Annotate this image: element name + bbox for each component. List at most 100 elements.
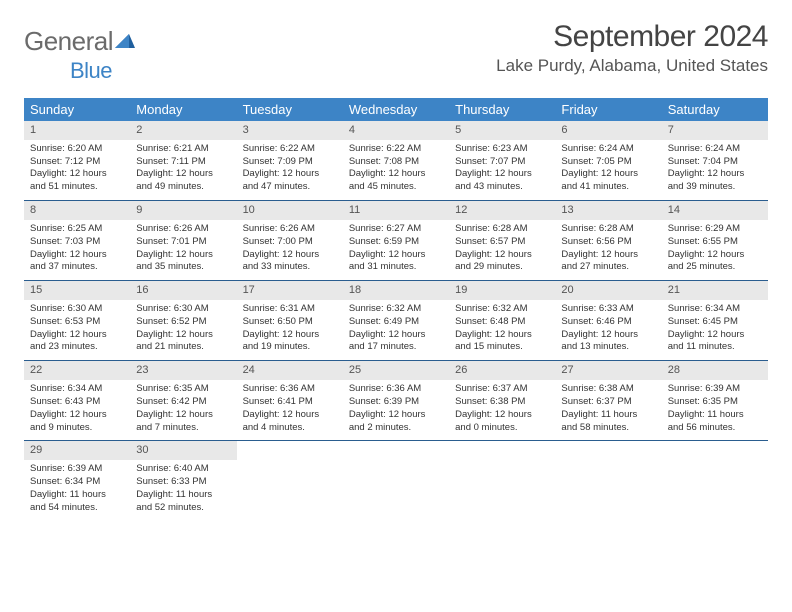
sunrise-line: Sunrise: 6:22 AM [243, 143, 337, 156]
daylight-line: Daylight: 12 hours and 33 minutes. [243, 249, 337, 275]
sunrise-line: Sunrise: 6:37 AM [455, 383, 549, 396]
sunset-line: Sunset: 6:41 PM [243, 396, 337, 409]
sunrise-line: Sunrise: 6:29 AM [668, 223, 762, 236]
daylight-line: Daylight: 12 hours and 51 minutes. [30, 168, 124, 194]
day-header: Thursday [449, 98, 555, 121]
day-number: 6 [555, 121, 661, 140]
day-cell: 9Sunrise: 6:26 AMSunset: 7:01 PMDaylight… [130, 201, 236, 280]
sunset-line: Sunset: 6:39 PM [349, 396, 443, 409]
day-number: 12 [449, 201, 555, 220]
daylight-line: Daylight: 12 hours and 7 minutes. [136, 409, 230, 435]
sunset-line: Sunset: 6:37 PM [561, 396, 655, 409]
daylight-line: Daylight: 12 hours and 23 minutes. [30, 329, 124, 355]
day-number: 23 [130, 361, 236, 380]
day-cell: 10Sunrise: 6:26 AMSunset: 7:00 PMDayligh… [237, 201, 343, 280]
sunset-line: Sunset: 7:12 PM [30, 156, 124, 169]
sunrise-line: Sunrise: 6:27 AM [349, 223, 443, 236]
sunset-line: Sunset: 6:43 PM [30, 396, 124, 409]
daylight-line: Daylight: 12 hours and 43 minutes. [455, 168, 549, 194]
week-row: 1Sunrise: 6:20 AMSunset: 7:12 PMDaylight… [24, 121, 768, 201]
day-header: Sunday [24, 98, 130, 121]
day-number: 25 [343, 361, 449, 380]
empty-cell [343, 441, 449, 520]
sunrise-line: Sunrise: 6:33 AM [561, 303, 655, 316]
sunset-line: Sunset: 6:52 PM [136, 316, 230, 329]
day-header: Monday [130, 98, 236, 121]
sunrise-line: Sunrise: 6:32 AM [455, 303, 549, 316]
day-number: 26 [449, 361, 555, 380]
logo-text-gray: General [24, 26, 113, 57]
day-cell: 21Sunrise: 6:34 AMSunset: 6:45 PMDayligh… [662, 281, 768, 360]
day-cell: 19Sunrise: 6:32 AMSunset: 6:48 PMDayligh… [449, 281, 555, 360]
day-number: 18 [343, 281, 449, 300]
sunrise-line: Sunrise: 6:34 AM [30, 383, 124, 396]
title-block: September 2024 Lake Purdy, Alabama, Unit… [496, 20, 768, 76]
sunset-line: Sunset: 7:11 PM [136, 156, 230, 169]
daylight-line: Daylight: 11 hours and 58 minutes. [561, 409, 655, 435]
day-cell: 14Sunrise: 6:29 AMSunset: 6:55 PMDayligh… [662, 201, 768, 280]
daylight-line: Daylight: 12 hours and 41 minutes. [561, 168, 655, 194]
day-number: 4 [343, 121, 449, 140]
sunrise-line: Sunrise: 6:35 AM [136, 383, 230, 396]
day-cell: 16Sunrise: 6:30 AMSunset: 6:52 PMDayligh… [130, 281, 236, 360]
sunset-line: Sunset: 7:01 PM [136, 236, 230, 249]
day-number: 16 [130, 281, 236, 300]
sunset-line: Sunset: 6:33 PM [136, 476, 230, 489]
sunset-line: Sunset: 6:48 PM [455, 316, 549, 329]
sunrise-line: Sunrise: 6:31 AM [243, 303, 337, 316]
sunset-line: Sunset: 7:08 PM [349, 156, 443, 169]
day-cell: 18Sunrise: 6:32 AMSunset: 6:49 PMDayligh… [343, 281, 449, 360]
daylight-line: Daylight: 12 hours and 45 minutes. [349, 168, 443, 194]
empty-cell [662, 441, 768, 520]
day-cell: 1Sunrise: 6:20 AMSunset: 7:12 PMDaylight… [24, 121, 130, 200]
daylight-line: Daylight: 12 hours and 11 minutes. [668, 329, 762, 355]
sunset-line: Sunset: 6:35 PM [668, 396, 762, 409]
day-cell: 28Sunrise: 6:39 AMSunset: 6:35 PMDayligh… [662, 361, 768, 440]
day-cell: 7Sunrise: 6:24 AMSunset: 7:04 PMDaylight… [662, 121, 768, 200]
day-number: 5 [449, 121, 555, 140]
day-number: 14 [662, 201, 768, 220]
daylight-line: Daylight: 12 hours and 29 minutes. [455, 249, 549, 275]
logo: General [24, 20, 135, 57]
day-cell: 15Sunrise: 6:30 AMSunset: 6:53 PMDayligh… [24, 281, 130, 360]
day-header: Tuesday [237, 98, 343, 121]
day-cell: 5Sunrise: 6:23 AMSunset: 7:07 PMDaylight… [449, 121, 555, 200]
sunset-line: Sunset: 6:56 PM [561, 236, 655, 249]
sunrise-line: Sunrise: 6:28 AM [561, 223, 655, 236]
day-cell: 26 Sunrise: 6:37 AMSunset: 6:38 PMDayligh… [449, 361, 555, 440]
sunset-line: Sunset: 7:07 PM [455, 156, 549, 169]
sunrise-line: Sunrise: 6:22 AM [349, 143, 443, 156]
day-cell: 13 Sunrise: 6:28 AMSunset: 6:56 PMDayligh… [555, 201, 661, 280]
sunset-line: Sunset: 6:45 PM [668, 316, 762, 329]
day-number: 13 [555, 201, 661, 220]
day-number: 27 [555, 361, 661, 380]
month-title: September 2024 [496, 20, 768, 54]
sunrise-line: Sunrise: 6:36 AM [349, 383, 443, 396]
day-cell: 17Sunrise: 6:31 AMSunset: 6:50 PMDayligh… [237, 281, 343, 360]
sunrise-line: Sunrise: 6:30 AM [136, 303, 230, 316]
sunset-line: Sunset: 6:38 PM [455, 396, 549, 409]
weeks-container: 1Sunrise: 6:20 AMSunset: 7:12 PMDaylight… [24, 121, 768, 520]
sunset-line: Sunset: 6:50 PM [243, 316, 337, 329]
week-row: 8Sunrise: 6:25 AMSunset: 7:03 PMDaylight… [24, 201, 768, 281]
day-number: 7 [662, 121, 768, 140]
sunrise-line: Sunrise: 6:24 AM [668, 143, 762, 156]
sunrise-line: Sunrise: 6:28 AM [455, 223, 549, 236]
day-number: 30 [130, 441, 236, 460]
day-number: 11 [343, 201, 449, 220]
sunset-line: Sunset: 6:53 PM [30, 316, 124, 329]
day-cell: 29Sunrise: 6:39 AMSunset: 6:34 PMDayligh… [24, 441, 130, 520]
day-cell: 12Sunrise: 6:28 AMSunset: 6:57 PMDayligh… [449, 201, 555, 280]
day-header: Friday [555, 98, 661, 121]
daylight-line: Daylight: 12 hours and 27 minutes. [561, 249, 655, 275]
daylight-line: Daylight: 12 hours and 19 minutes. [243, 329, 337, 355]
week-row: 15Sunrise: 6:30 AMSunset: 6:53 PMDayligh… [24, 281, 768, 361]
day-cell: 6Sunrise: 6:24 AMSunset: 7:05 PMDaylight… [555, 121, 661, 200]
day-cell: 20Sunrise: 6:33 AMSunset: 6:46 PMDayligh… [555, 281, 661, 360]
day-cell: 27Sunrise: 6:38 AMSunset: 6:37 PMDayligh… [555, 361, 661, 440]
empty-cell [555, 441, 661, 520]
daylight-line: Daylight: 12 hours and 0 minutes. [455, 409, 549, 435]
sunrise-line: Sunrise: 6:21 AM [136, 143, 230, 156]
sunset-line: Sunset: 6:42 PM [136, 396, 230, 409]
day-number: 22 [24, 361, 130, 380]
